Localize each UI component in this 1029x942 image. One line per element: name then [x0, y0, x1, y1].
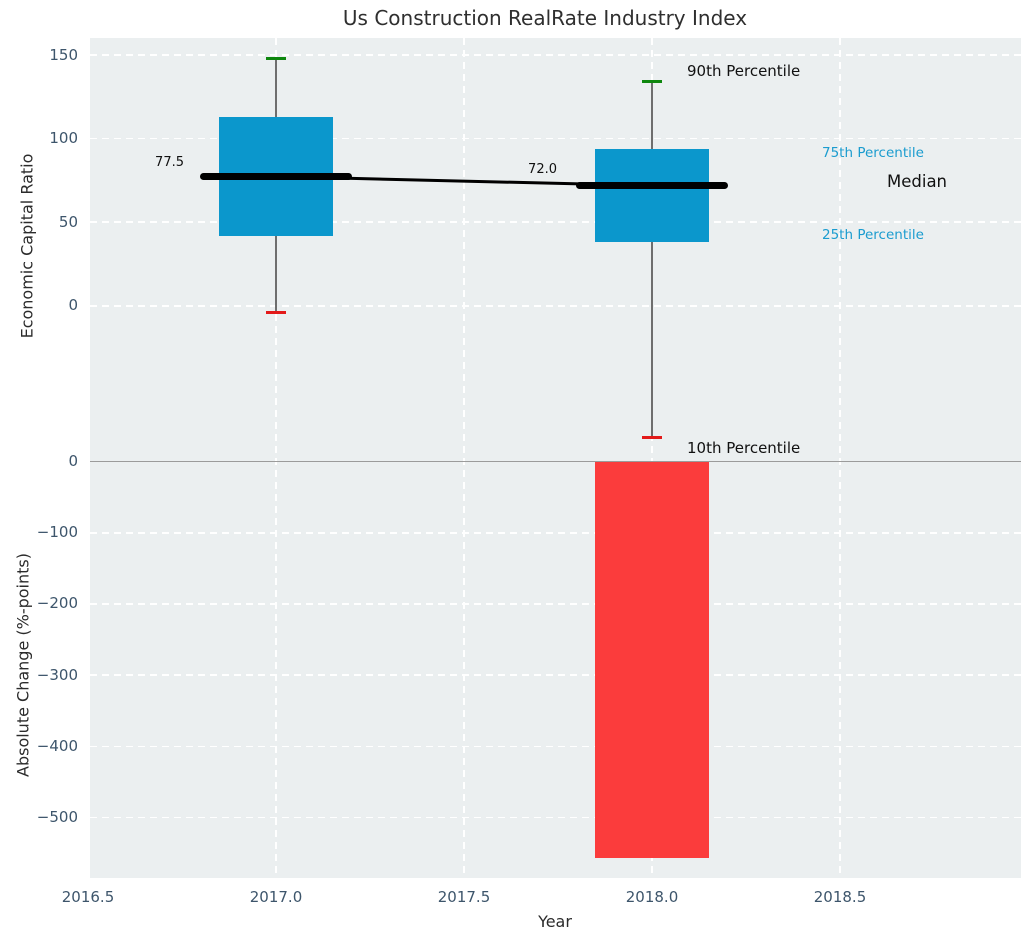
change-bar [595, 461, 709, 859]
whisker-cap-10th [642, 436, 662, 440]
median-value-2017: 77.5 [155, 155, 184, 170]
gridline-horizontal [90, 137, 1021, 140]
x-tick-label: 2018.0 [625, 888, 679, 906]
y-tick-label: 0 [68, 452, 78, 471]
gridline-vertical [839, 38, 841, 878]
gridline-horizontal [90, 816, 1021, 819]
y-tick-label: 100 [49, 129, 78, 148]
y-tick-label: 50 [58, 212, 78, 231]
median-line [576, 181, 728, 189]
y-tick-label: 150 [49, 45, 78, 64]
y-tick-label: −500 [36, 807, 78, 826]
gridline-horizontal [90, 674, 1021, 676]
annotation-90th-percentile: 90th Percentile [687, 62, 801, 80]
y-tick-label: −200 [36, 594, 78, 613]
gridline-horizontal [90, 603, 1021, 605]
whisker-cap-90th [266, 57, 286, 60]
gridline-horizontal [90, 54, 1021, 56]
x-axis-label: Year [538, 912, 572, 931]
gridline-horizontal [90, 221, 1021, 223]
top-y-axis-label: Economic Capital Ratio [17, 153, 37, 339]
annotation-75th-percentile: 75th Percentile [822, 145, 924, 161]
whisker-cap-10th [266, 311, 286, 314]
gridline-vertical [275, 38, 277, 878]
y-tick-label: −300 [36, 665, 78, 684]
chart-title: Us Construction RealRate Industry Index [342, 6, 748, 30]
gridline-horizontal [90, 745, 1021, 748]
gridline-horizontal [90, 304, 1021, 307]
x-tick-label: 2018.5 [813, 888, 867, 906]
x-tick-label: 2017.5 [437, 888, 491, 906]
bottom-y-axis-label: Absolute Change (%-points) [13, 553, 33, 777]
y-tick-label: 0 [68, 296, 78, 315]
annotation-25th-percentile: 25th Percentile [822, 227, 924, 243]
gridline-vertical [463, 38, 465, 878]
gridline-vertical [651, 38, 653, 878]
y-tick-label: −100 [36, 523, 78, 542]
iqr-box [595, 148, 709, 243]
whisker-line [651, 81, 653, 438]
y-tick-label: −400 [36, 736, 78, 755]
median-value-2018: 72.0 [528, 162, 557, 177]
zero-line [90, 460, 1021, 463]
annotation-median: Median [887, 172, 948, 191]
whisker-cap-90th [642, 80, 662, 84]
median-line [200, 172, 352, 180]
x-tick-label: 2017.0 [249, 888, 303, 906]
gridline-horizontal [90, 531, 1021, 534]
annotation-10th-percentile: 10th Percentile [687, 439, 801, 457]
x-tick-label: 2016.5 [61, 888, 115, 906]
